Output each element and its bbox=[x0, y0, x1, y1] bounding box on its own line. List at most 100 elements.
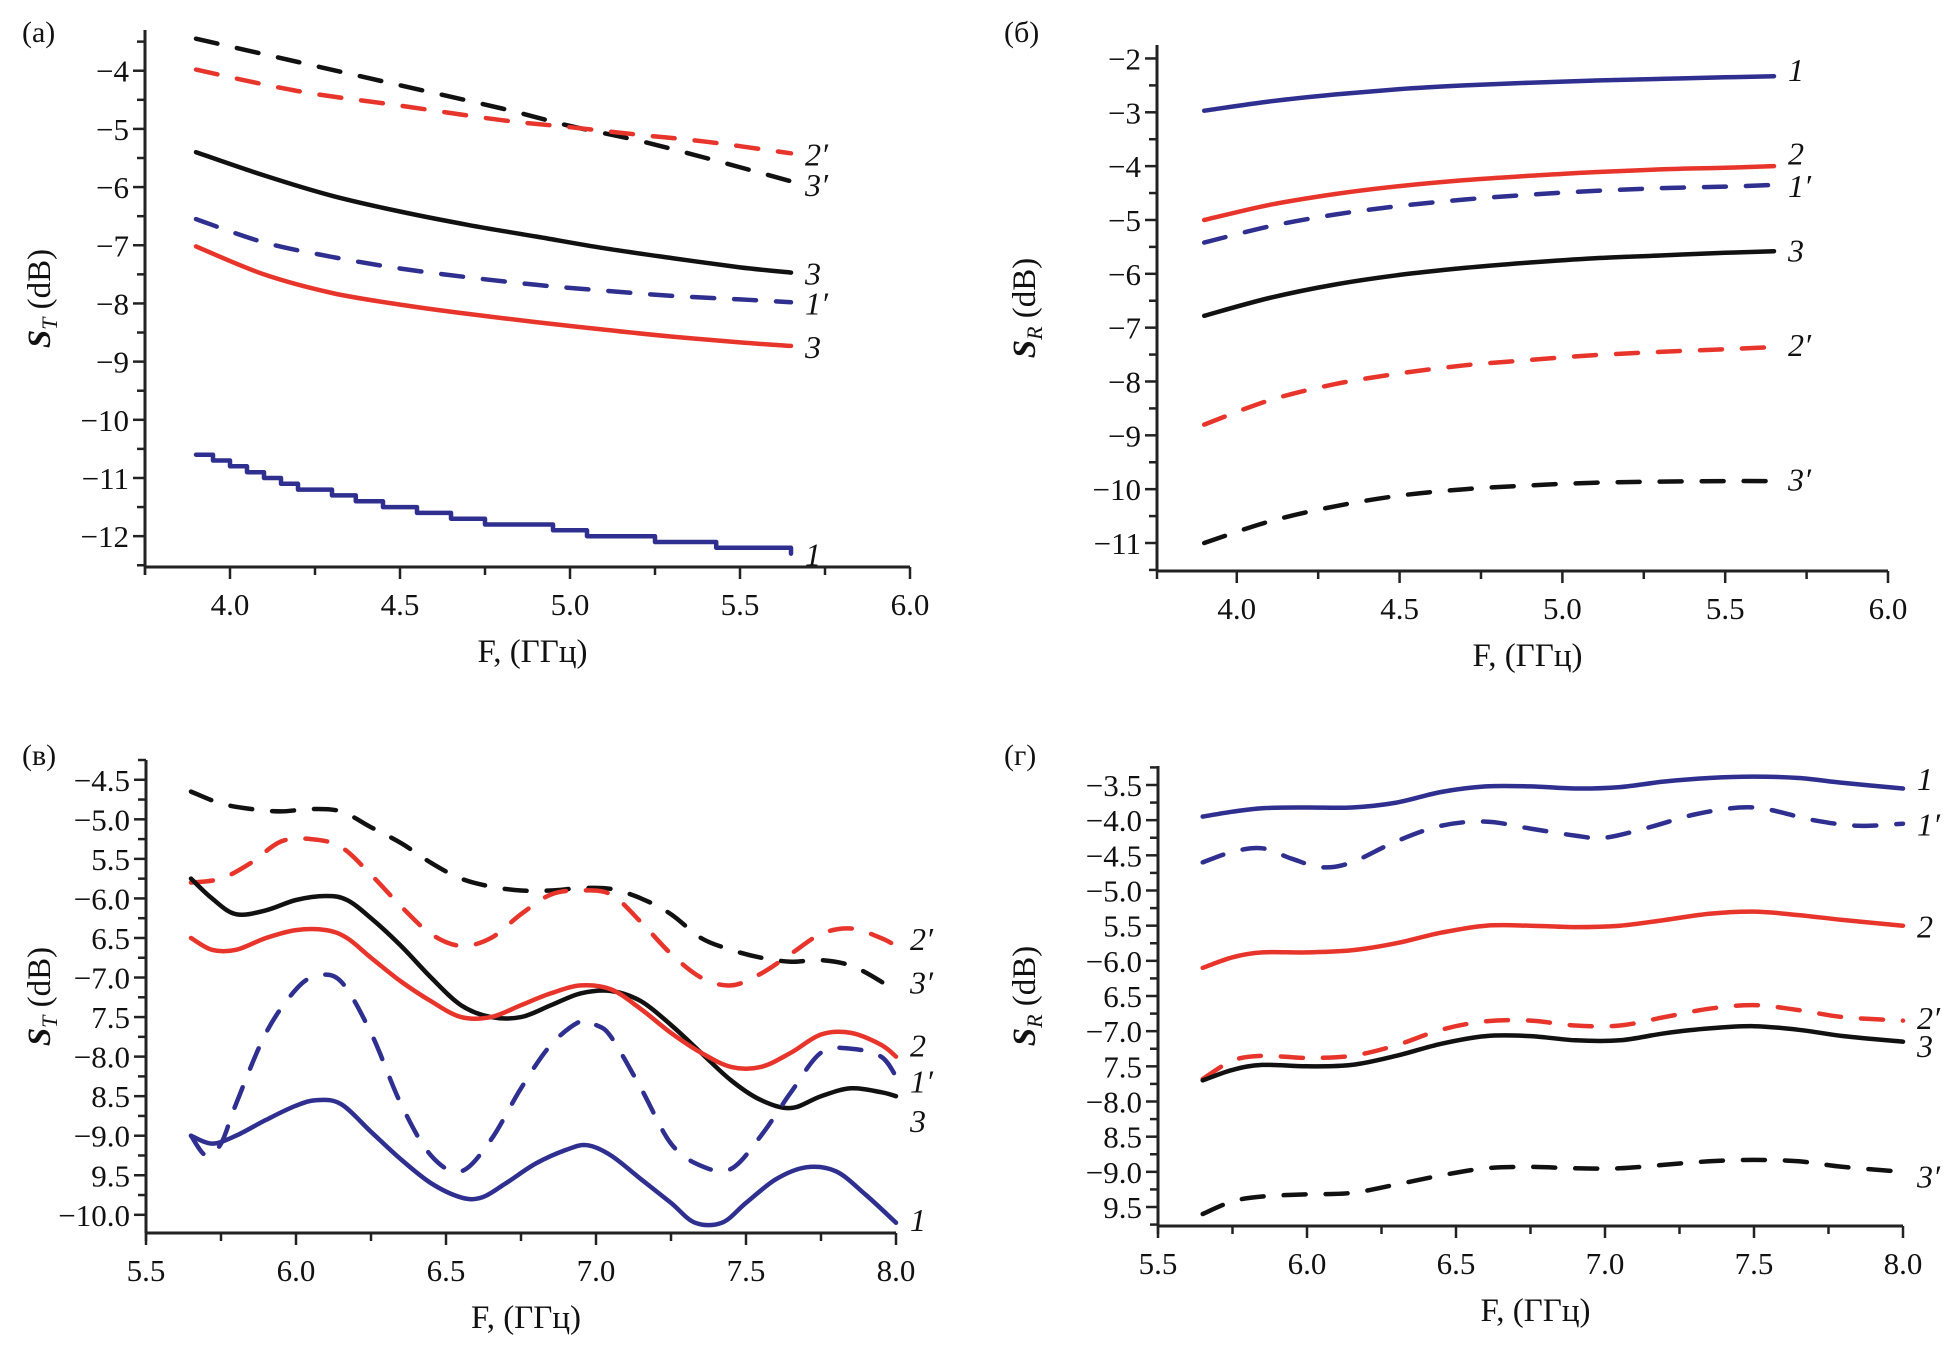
y-tick-label: −8.0 bbox=[74, 1040, 130, 1075]
y-tick-label: −2 bbox=[1108, 41, 1141, 76]
y-axis-title-subscript: T bbox=[37, 316, 62, 330]
y-tick-label: −7 bbox=[1108, 311, 1141, 346]
x-tick-label: 6.0 bbox=[891, 587, 930, 622]
panel-a: (a) 4.0 4.5 5.0 5.5 6.0 −4 −5 −6 −7 −8 −9 −10 −11 −12 F… bbox=[22, 16, 929, 670]
series-2-red-solid bbox=[188, 926, 899, 1071]
x-tick-label: 6.5 bbox=[1437, 1246, 1476, 1281]
x-tick-label: 5.5 bbox=[1706, 591, 1745, 626]
curve-label: 1′ bbox=[1917, 807, 1941, 843]
series-3-prime-black-dashed bbox=[193, 36, 794, 184]
panel-tag: (в) bbox=[22, 739, 56, 772]
series-2-red-solid bbox=[1200, 909, 1906, 971]
x-tick-label: 7.5 bbox=[727, 1253, 766, 1288]
series-1-prime-blue-dashed bbox=[193, 216, 794, 305]
x-tick-label: 4.5 bbox=[381, 587, 420, 622]
x-tick-label: 4.5 bbox=[1380, 591, 1419, 626]
y-axis-title-unit: (dB) bbox=[1007, 946, 1043, 1015]
series-3-prime-black-dashed bbox=[188, 789, 899, 996]
y-tick-label: 5.5 bbox=[91, 842, 130, 877]
y-tick-label: −3.5 bbox=[1086, 768, 1142, 803]
curve-label: 2′ bbox=[1917, 1000, 1941, 1036]
x-axis-title: F, (ГГц) bbox=[1480, 1293, 1590, 1329]
x-axis-title: F, (ГГц) bbox=[471, 1300, 581, 1336]
panel-b: (б) 4.0 4.5 5.0 5.5 6.0 −2 −3 −4 −5 −6 −7 −8 −9 −10 −11… bbox=[1004, 16, 1907, 674]
series-2-prime-red-dashed bbox=[1200, 1002, 1906, 1082]
y-tick-label: −12 bbox=[81, 519, 129, 554]
curve-label: 1′ bbox=[805, 285, 829, 321]
x-tick-label: 4.0 bbox=[211, 587, 250, 622]
series-2-prime-red-dashed bbox=[188, 836, 899, 988]
y-tick-label: −4 bbox=[96, 54, 129, 89]
x-tick-label: 5.5 bbox=[1139, 1246, 1178, 1281]
y-tick-label: −6.0 bbox=[74, 881, 130, 916]
x-tick-label: 5.0 bbox=[551, 587, 590, 622]
curve-label: 3 bbox=[1916, 1028, 1933, 1064]
y-tick-label: −7.0 bbox=[74, 961, 130, 996]
y-tick-label: 6.5 bbox=[1103, 979, 1142, 1014]
curve-label: 2′ bbox=[910, 921, 934, 957]
y-tick-label: −6 bbox=[96, 170, 129, 205]
series-1-prime-blue-dashed bbox=[1200, 804, 1906, 870]
series-3-black-solid bbox=[188, 876, 899, 1111]
y-axis-title: ST (dB) bbox=[22, 947, 62, 1046]
y-tick-label: −10 bbox=[1093, 472, 1141, 507]
series-1-blue-solid bbox=[193, 452, 794, 556]
series-3-prime-black-dashed bbox=[1200, 1157, 1906, 1217]
y-tick-label: 9.5 bbox=[1103, 1190, 1142, 1225]
y-axis-title-symbol: S bbox=[1007, 1028, 1043, 1046]
x-tick-label: 8.0 bbox=[1884, 1246, 1923, 1281]
y-axis-title: ST (dB) bbox=[22, 249, 62, 348]
y-tick-label: −10 bbox=[81, 403, 129, 438]
y-tick-label: −9.0 bbox=[74, 1119, 130, 1154]
series-1-prime-blue-dashed bbox=[188, 972, 899, 1175]
x-tick-label: 7.0 bbox=[577, 1253, 616, 1288]
y-tick-label: −3 bbox=[1108, 95, 1141, 130]
y-axis-title-symbol: S bbox=[22, 330, 58, 348]
y-tick-label: 5.5 bbox=[1103, 909, 1142, 944]
curve-label: 1 bbox=[910, 1202, 926, 1238]
y-axis-title: SR (dB) bbox=[1007, 946, 1047, 1047]
y-axis-title: SR (dB) bbox=[1007, 258, 1047, 359]
y-axis-title-symbol: S bbox=[22, 1028, 58, 1046]
series-1-blue-solid bbox=[188, 1097, 899, 1228]
series-3-prime-black-dashed bbox=[1201, 478, 1777, 546]
curve-label: 1′ bbox=[910, 1063, 934, 1099]
x-tick-label: 8.0 bbox=[877, 1253, 916, 1288]
curve-label: 2 bbox=[1788, 136, 1804, 172]
series-1-prime-blue-dashed bbox=[1201, 182, 1777, 245]
series-3-red-solid bbox=[193, 244, 794, 349]
curve-label: 3′ bbox=[1787, 461, 1812, 497]
y-tick-label: −9.0 bbox=[1086, 1155, 1142, 1190]
y-tick-label: −8 bbox=[1108, 364, 1141, 399]
series-3-black-solid bbox=[193, 149, 794, 275]
panel-tag: (г) bbox=[1004, 739, 1036, 772]
x-tick-label: 6.0 bbox=[1288, 1246, 1327, 1281]
curve-label: 3 bbox=[909, 1103, 926, 1139]
curve-label: 3′ bbox=[1916, 1158, 1941, 1194]
curve-label: 3′ bbox=[804, 167, 829, 203]
x-tick-label: 7.5 bbox=[1735, 1246, 1774, 1281]
x-axis-title: F, (ГГц) bbox=[477, 634, 587, 670]
x-tick-label: 5.5 bbox=[721, 587, 760, 622]
curve-label: 3′ bbox=[909, 964, 934, 1000]
x-tick-label: 4.0 bbox=[1217, 591, 1256, 626]
y-tick-label: −5.0 bbox=[1086, 873, 1142, 908]
x-tick-label: 5.5 bbox=[127, 1253, 166, 1288]
panel-g: (г)5.5 6.0 6.5 7.0 7.5 8.0−3.5−4.0−4.5−5.05.5… bbox=[1004, 739, 1941, 1329]
series-3-black-solid bbox=[1201, 248, 1777, 319]
y-tick-label: −10.0 bbox=[58, 1198, 130, 1233]
panel-tag: (б) bbox=[1004, 16, 1039, 49]
y-tick-label: −11 bbox=[82, 461, 129, 496]
panel-v: (в) 5.5 6.0 6.5 7.0 7.5 8.0 −4.5 −5.0 5.5 −6.0 6.5 −… bbox=[22, 739, 934, 1336]
series-2-prime-red-dashed bbox=[193, 67, 794, 156]
curve-label: 1′ bbox=[1788, 168, 1812, 204]
y-tick-label: 7.5 bbox=[91, 1000, 130, 1035]
y-tick-label: −4.0 bbox=[1086, 803, 1142, 838]
y-tick-label: −7 bbox=[96, 228, 129, 263]
y-tick-label: −6 bbox=[1108, 257, 1141, 292]
curve-label: 3 bbox=[804, 256, 821, 292]
y-axis-title-subscript: R bbox=[1022, 326, 1047, 341]
curve-label: 2 bbox=[910, 1028, 926, 1064]
curve-label: 3 bbox=[1787, 233, 1804, 269]
